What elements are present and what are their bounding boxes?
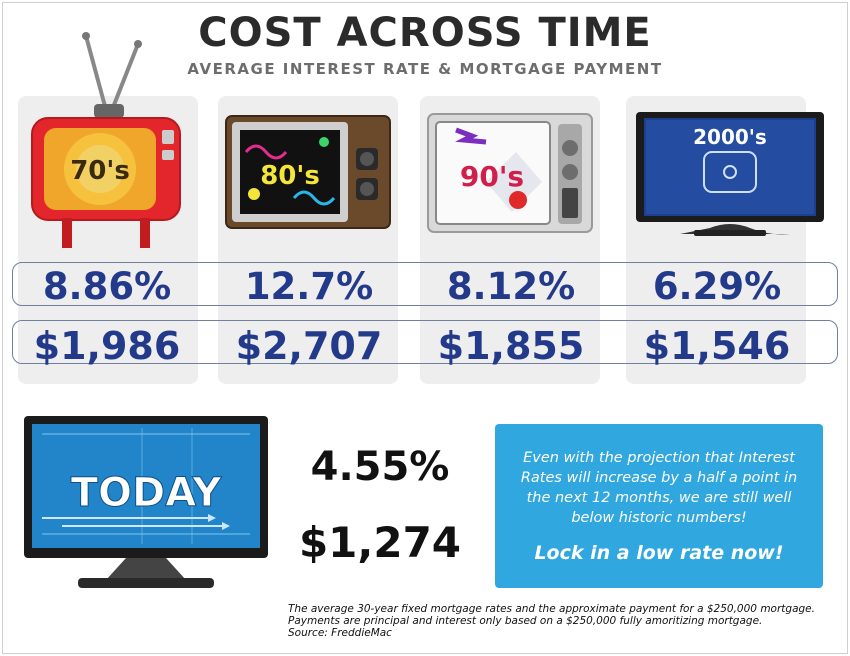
today-rate: 4.55%	[310, 444, 450, 490]
tv-today-label: TODAY	[71, 470, 223, 516]
tv-90s-icon: 90's	[427, 113, 593, 233]
rate-80s: 12.7%	[244, 265, 374, 308]
payment-2000s: $1,546	[643, 324, 791, 368]
interest-rate-strip	[12, 262, 838, 306]
payment-90s: $1,855	[437, 324, 585, 368]
page-subtitle: AVERAGE INTEREST RATE & MORTGAGE PAYMENT	[187, 60, 663, 78]
tv-80s-icon: 80's	[225, 115, 391, 229]
footnote-line-2: Payments are principal and interest only…	[288, 615, 763, 627]
tv-80s-label: 80's	[260, 161, 320, 191]
rate-2000s: 6.29%	[652, 265, 782, 308]
tv-70s-icon: 70's	[31, 32, 181, 248]
rate-90s: 8.12%	[446, 265, 576, 308]
footnote-source: Source: FreddieMac	[288, 627, 392, 639]
footnote: The average 30-year fixed mortgage rates…	[288, 603, 828, 639]
callout-box: Even with the projection that Interest R…	[495, 424, 823, 588]
tv-90s-label: 90's	[460, 160, 524, 193]
payment-70s: $1,986	[33, 324, 181, 368]
rate-70s: 8.86%	[42, 265, 172, 308]
page-title: COST ACROSS TIME	[198, 10, 652, 56]
callout-cta: Lock in a low rate now!	[534, 542, 784, 564]
tv-2000s-icon: 2000's	[636, 112, 824, 236]
payment-80s: $2,707	[235, 324, 383, 368]
today-payment: $1,274	[298, 518, 462, 567]
tv-70s-label: 70's	[70, 156, 130, 186]
tv-2000s-label: 2000's	[693, 125, 767, 149]
callout-text: Even with the projection that Interest R…	[520, 450, 798, 526]
footnote-line-1: The average 30-year fixed mortgage rates…	[288, 603, 815, 615]
tv-today-icon: TODAY	[24, 416, 268, 588]
payment-strip	[12, 320, 838, 364]
